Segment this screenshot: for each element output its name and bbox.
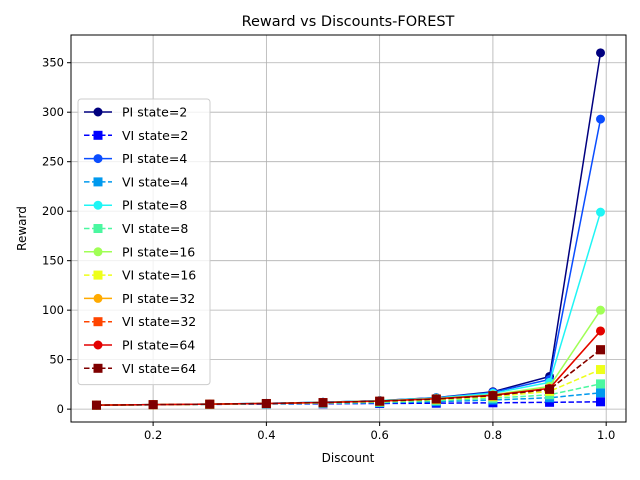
x-axis: 0.2 0.4 0.6 0.8 1.0 (144, 422, 615, 442)
legend-item: VI state=32 (84, 314, 196, 329)
data-point (318, 398, 328, 408)
y-axis-label: Reward (15, 206, 29, 251)
legend-label: PI state=8 (122, 198, 187, 213)
series-layer (91, 48, 606, 410)
data-point (596, 365, 606, 375)
data-point (91, 400, 101, 410)
data-point (431, 394, 441, 404)
legend-marker (93, 200, 103, 210)
x-tick-label: 1.0 (597, 428, 615, 442)
series-12 (91, 345, 606, 410)
y-tick-label: 300 (42, 105, 64, 119)
legend: PI state=2 VI state=2 PI state=4 VI state=4… (77, 98, 211, 386)
data-point (488, 391, 498, 401)
plot-frame (70, 34, 627, 423)
legend-item: PI state=8 (84, 198, 187, 213)
x-tick-label: 0.2 (144, 428, 162, 442)
legend-label: PI state=16 (122, 244, 195, 259)
legend-marker (93, 224, 103, 233)
legend-item: PI state=2 (84, 105, 187, 120)
y-axis: 0 50 100 150 200 250 300 350 (42, 56, 71, 416)
legend-label: VI state=4 (122, 174, 188, 189)
data-point (375, 396, 385, 406)
data-point (596, 114, 606, 124)
x-tick-label: 0.8 (484, 428, 502, 442)
y-tick-label: 50 (49, 353, 64, 367)
legend-label: VI state=8 (122, 221, 188, 236)
legend-marker (93, 363, 103, 373)
legend-label: PI state=4 (122, 151, 187, 166)
x-axis-label: Discount (322, 451, 375, 465)
legend-box (77, 98, 211, 386)
chart-title: Reward vs Discounts-FOREST (242, 14, 455, 30)
legend-marker (93, 130, 103, 140)
y-tick-label: 250 (42, 155, 64, 169)
legend-label: PI state=32 (122, 291, 195, 306)
data-point (596, 388, 606, 398)
legend-label: PI state=64 (122, 338, 195, 353)
y-tick-label: 350 (42, 56, 64, 70)
legend-item: VI state=64 (84, 361, 196, 376)
legend-item: PI state=16 (84, 244, 195, 259)
legend-marker (93, 270, 103, 280)
legend-item: PI state=4 (84, 151, 187, 166)
y-tick-label: 100 (42, 303, 64, 317)
data-point (596, 48, 606, 58)
data-point (148, 400, 158, 410)
legend-label: VI state=16 (122, 268, 196, 283)
data-point (596, 305, 606, 315)
data-point (205, 399, 215, 409)
legend-marker (93, 317, 103, 327)
legend-label: PI state=2 (122, 105, 187, 120)
legend-marker (93, 154, 103, 164)
legend-item: VI state=4 (84, 174, 188, 189)
legend-label: VI state=64 (122, 361, 196, 376)
data-point (596, 397, 606, 407)
data-point (596, 345, 606, 355)
y-tick-label: 150 (42, 254, 64, 268)
legend-marker (93, 177, 103, 187)
x-tick-label: 0.6 (370, 428, 388, 442)
legend-label: VI state=32 (122, 314, 196, 329)
legend-label: VI state=2 (122, 128, 188, 143)
legend-item: VI state=8 (84, 221, 188, 236)
legend-item: VI state=16 (84, 268, 196, 283)
data-point (261, 398, 271, 408)
data-point (596, 379, 606, 389)
data-point (596, 326, 606, 336)
legend-marker (93, 293, 103, 303)
series-line (96, 349, 601, 406)
y-tick-label: 200 (42, 204, 64, 218)
legend-item: VI state=2 (84, 128, 188, 143)
legend-item: PI state=64 (84, 338, 195, 353)
x-tick-label: 0.4 (257, 428, 275, 442)
data-point (596, 207, 606, 217)
legend-marker (93, 247, 103, 257)
data-point (545, 384, 555, 394)
legend-marker (93, 107, 103, 117)
legend-item: PI state=32 (84, 291, 195, 306)
y-tick-label: 0 (57, 402, 64, 416)
legend-marker (93, 340, 103, 350)
